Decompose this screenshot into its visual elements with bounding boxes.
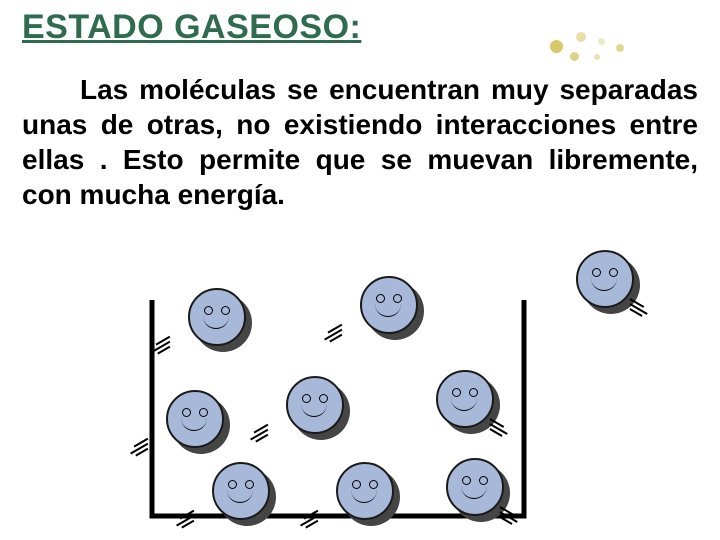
motion-lines-icon [490,418,512,436]
decorative-dot [598,38,605,45]
decorative-dot [576,32,586,42]
molecule-icon [212,462,270,520]
motion-lines-icon [194,510,216,528]
motion-lines-icon [148,438,170,456]
molecule-icon [336,462,394,520]
decorative-dot [594,54,600,60]
molecule-icon [576,250,634,308]
molecule-icon [166,390,224,448]
motion-lines-icon [500,506,522,524]
molecule-icon [360,276,418,334]
body-text-content: Las moléculas se encuentran muy separada… [22,74,698,210]
motion-lines-icon [630,298,652,316]
decorative-dot [550,40,563,53]
decorative-dot [616,44,624,52]
page-title: ESTADO GASEOSO: [22,8,361,47]
decorative-dot [570,52,579,61]
motion-lines-icon [318,510,340,528]
molecule-icon [188,288,246,346]
motion-lines-icon [170,336,192,354]
motion-lines-icon [268,424,290,442]
body-paragraph: Las moléculas se encuentran muy separada… [22,72,698,212]
motion-lines-icon [342,324,364,342]
molecule-icon [436,370,494,428]
molecule-icon [286,376,344,434]
molecule-icon [446,458,504,516]
decorative-bullet-cluster [550,32,670,68]
